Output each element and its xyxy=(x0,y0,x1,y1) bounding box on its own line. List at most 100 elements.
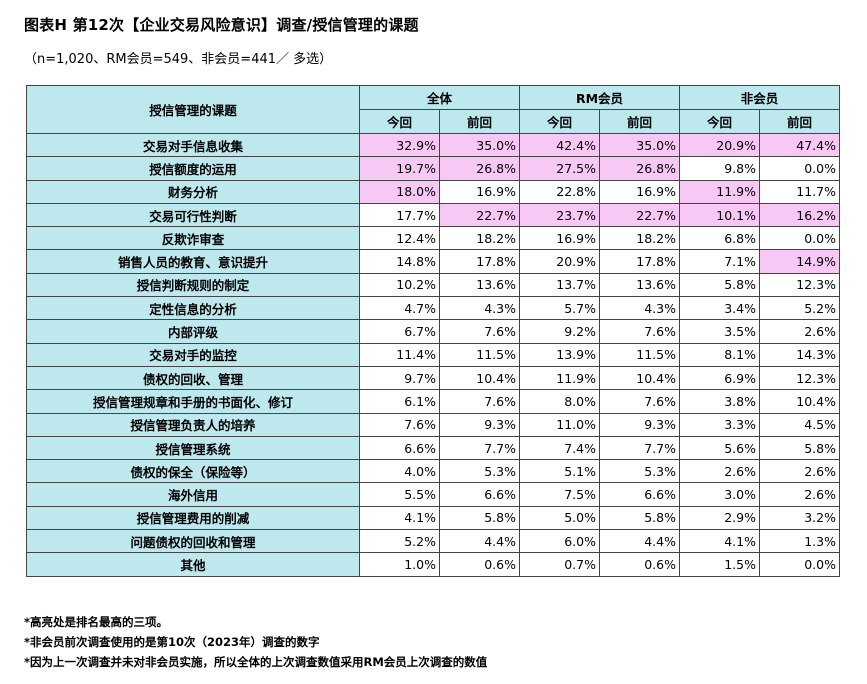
row-label: 海外信用 xyxy=(26,482,360,507)
value-cell: 5.2% xyxy=(759,296,840,321)
subheader-previous: 前回 xyxy=(439,109,520,134)
value-cell: 8.0% xyxy=(519,389,600,414)
row-label: 交易可行性判断 xyxy=(26,202,360,228)
value-cell: 5.0% xyxy=(519,505,600,531)
table-row: 债权的保全（保险等） 4.0% 5.3% 5.1% 5.3% 2.6% 2.6% xyxy=(26,459,840,484)
value-cell: 14.3% xyxy=(759,342,840,367)
row-label: 授信管理费用的削减 xyxy=(26,505,360,531)
row-label: 授信额度的运用 xyxy=(26,156,360,181)
subheader-current: 今回 xyxy=(519,109,600,134)
value-cell: 18.0% xyxy=(359,179,440,204)
value-cell: 47.4% xyxy=(759,132,840,158)
value-cell: 16.9% xyxy=(599,179,680,204)
value-cell: 4.5% xyxy=(759,412,840,437)
value-cell: 11.7% xyxy=(759,179,840,204)
figure-title: 图表H 第12次【企业交易风险意识】调查/授信管理的课题 xyxy=(24,16,419,34)
table-row: 内部评级 6.7% 7.6% 9.2% 7.6% 3.5% 2.6% xyxy=(26,319,840,344)
value-cell: 0.0% xyxy=(759,226,840,251)
table-row: 海外信用 5.5% 6.6% 7.5% 6.6% 3.0% 2.6% xyxy=(26,482,840,507)
footnote: *非会员前次调查使用的是第10次（2023年）调查的数字 xyxy=(24,635,320,649)
value-cell: 7.6% xyxy=(439,319,520,344)
value-cell: 9.7% xyxy=(359,365,440,391)
row-label: 交易对手的监控 xyxy=(26,342,360,367)
value-cell: 2.6% xyxy=(759,482,840,507)
table-row: 授信管理系统 6.6% 7.7% 7.4% 7.7% 5.6% 5.8% xyxy=(26,435,840,461)
row-label: 反欺诈审查 xyxy=(26,226,360,251)
value-cell: 10.2% xyxy=(359,272,440,298)
footnote: *高亮处是排名最高的三项。 xyxy=(24,615,169,629)
subheader-current: 今回 xyxy=(679,109,760,134)
row-label: 销售人员的教育、意识提升 xyxy=(26,249,360,274)
value-cell: 4.4% xyxy=(599,529,680,554)
value-cell: 5.7% xyxy=(519,296,600,321)
row-label: 债权的回收、管理 xyxy=(26,365,360,391)
value-cell: 13.7% xyxy=(519,272,600,298)
value-cell: 16.2% xyxy=(759,202,840,228)
value-cell: 12.3% xyxy=(759,365,840,391)
value-cell: 2.9% xyxy=(679,505,760,531)
value-cell: 7.6% xyxy=(599,389,680,414)
value-cell: 7.1% xyxy=(679,249,760,274)
value-cell: 9.2% xyxy=(519,319,600,344)
value-cell: 3.2% xyxy=(759,505,840,531)
value-cell: 10.1% xyxy=(679,202,760,228)
table-row: 交易可行性判断 17.7% 22.7% 23.7% 22.7% 10.1% 16.2% xyxy=(26,202,840,228)
value-cell: 0.0% xyxy=(759,552,840,577)
row-label: 授信管理系统 xyxy=(26,435,360,461)
value-cell: 16.9% xyxy=(439,179,520,204)
value-cell: 6.8% xyxy=(679,226,760,251)
subheader-previous: 前回 xyxy=(759,109,840,134)
value-cell: 11.9% xyxy=(679,179,760,204)
value-cell: 5.8% xyxy=(679,272,760,298)
row-label: 交易对手信息收集 xyxy=(26,132,360,158)
table-row: 财务分析 18.0% 16.9% 22.8% 16.9% 11.9% 11.7% xyxy=(26,179,840,204)
table-row: 授信管理负责人的培养 7.6% 9.3% 11.0% 9.3% 3.3% 4.5% xyxy=(26,412,840,437)
value-cell: 13.6% xyxy=(439,272,520,298)
table-row: 债权的回收、管理 9.7% 10.4% 11.9% 10.4% 6.9% 12.3% xyxy=(26,365,840,391)
value-cell: 26.8% xyxy=(599,156,680,181)
value-cell: 5.6% xyxy=(679,435,760,461)
group-header-non-member: 非会员 xyxy=(679,85,840,110)
value-cell: 22.7% xyxy=(599,202,680,228)
value-cell: 2.6% xyxy=(759,319,840,344)
value-cell: 6.9% xyxy=(679,365,760,391)
group-header-all: 全体 xyxy=(359,85,520,110)
table-row: 交易对手的监控 11.4% 11.5% 13.9% 11.5% 8.1% 14.3% xyxy=(26,342,840,367)
value-cell: 6.1% xyxy=(359,389,440,414)
value-cell: 9.3% xyxy=(439,412,520,437)
subheader-current: 今回 xyxy=(359,109,440,134)
value-cell: 4.3% xyxy=(599,296,680,321)
value-cell: 0.6% xyxy=(439,552,520,577)
value-cell: 3.8% xyxy=(679,389,760,414)
credit-management-issues-table: 授信管理的课题 全体 RM会员 非会员 今回 前回 今回 前回 今回 前回 交易… xyxy=(26,85,840,577)
value-cell: 12.4% xyxy=(359,226,440,251)
value-cell: 3.4% xyxy=(679,296,760,321)
table-row: 问题债权的回收和管理 5.2% 4.4% 6.0% 4.4% 4.1% 1.3% xyxy=(26,529,840,554)
value-cell: 4.0% xyxy=(359,459,440,484)
value-cell: 17.8% xyxy=(599,249,680,274)
table-row: 授信额度的运用 19.7% 26.8% 27.5% 26.8% 9.8% 0.0% xyxy=(26,156,840,181)
corner-header: 授信管理的课题 xyxy=(26,85,360,134)
value-cell: 3.5% xyxy=(679,319,760,344)
value-cell: 4.1% xyxy=(359,505,440,531)
value-cell: 5.8% xyxy=(439,505,520,531)
value-cell: 9.3% xyxy=(599,412,680,437)
table-row: 授信判断规则的制定 10.2% 13.6% 13.7% 13.6% 5.8% 12.3% xyxy=(26,272,840,298)
value-cell: 11.5% xyxy=(599,342,680,367)
value-cell: 4.3% xyxy=(439,296,520,321)
value-cell: 17.8% xyxy=(439,249,520,274)
value-cell: 11.0% xyxy=(519,412,600,437)
value-cell: 20.9% xyxy=(519,249,600,274)
value-cell: 6.7% xyxy=(359,319,440,344)
value-cell: 35.0% xyxy=(599,132,680,158)
value-cell: 26.8% xyxy=(439,156,520,181)
row-label: 债权的保全（保险等） xyxy=(26,459,360,484)
value-cell: 11.4% xyxy=(359,342,440,367)
value-cell: 7.4% xyxy=(519,435,600,461)
value-cell: 0.6% xyxy=(599,552,680,577)
table-row: 其他 1.0% 0.6% 0.7% 0.6% 1.5% 0.0% xyxy=(26,552,840,577)
value-cell: 5.3% xyxy=(599,459,680,484)
value-cell: 4.7% xyxy=(359,296,440,321)
footnotes: *高亮处是排名最高的三项。 *非会员前次调查使用的是第10次（2023年）调查的… xyxy=(24,612,487,672)
value-cell: 6.6% xyxy=(439,482,520,507)
